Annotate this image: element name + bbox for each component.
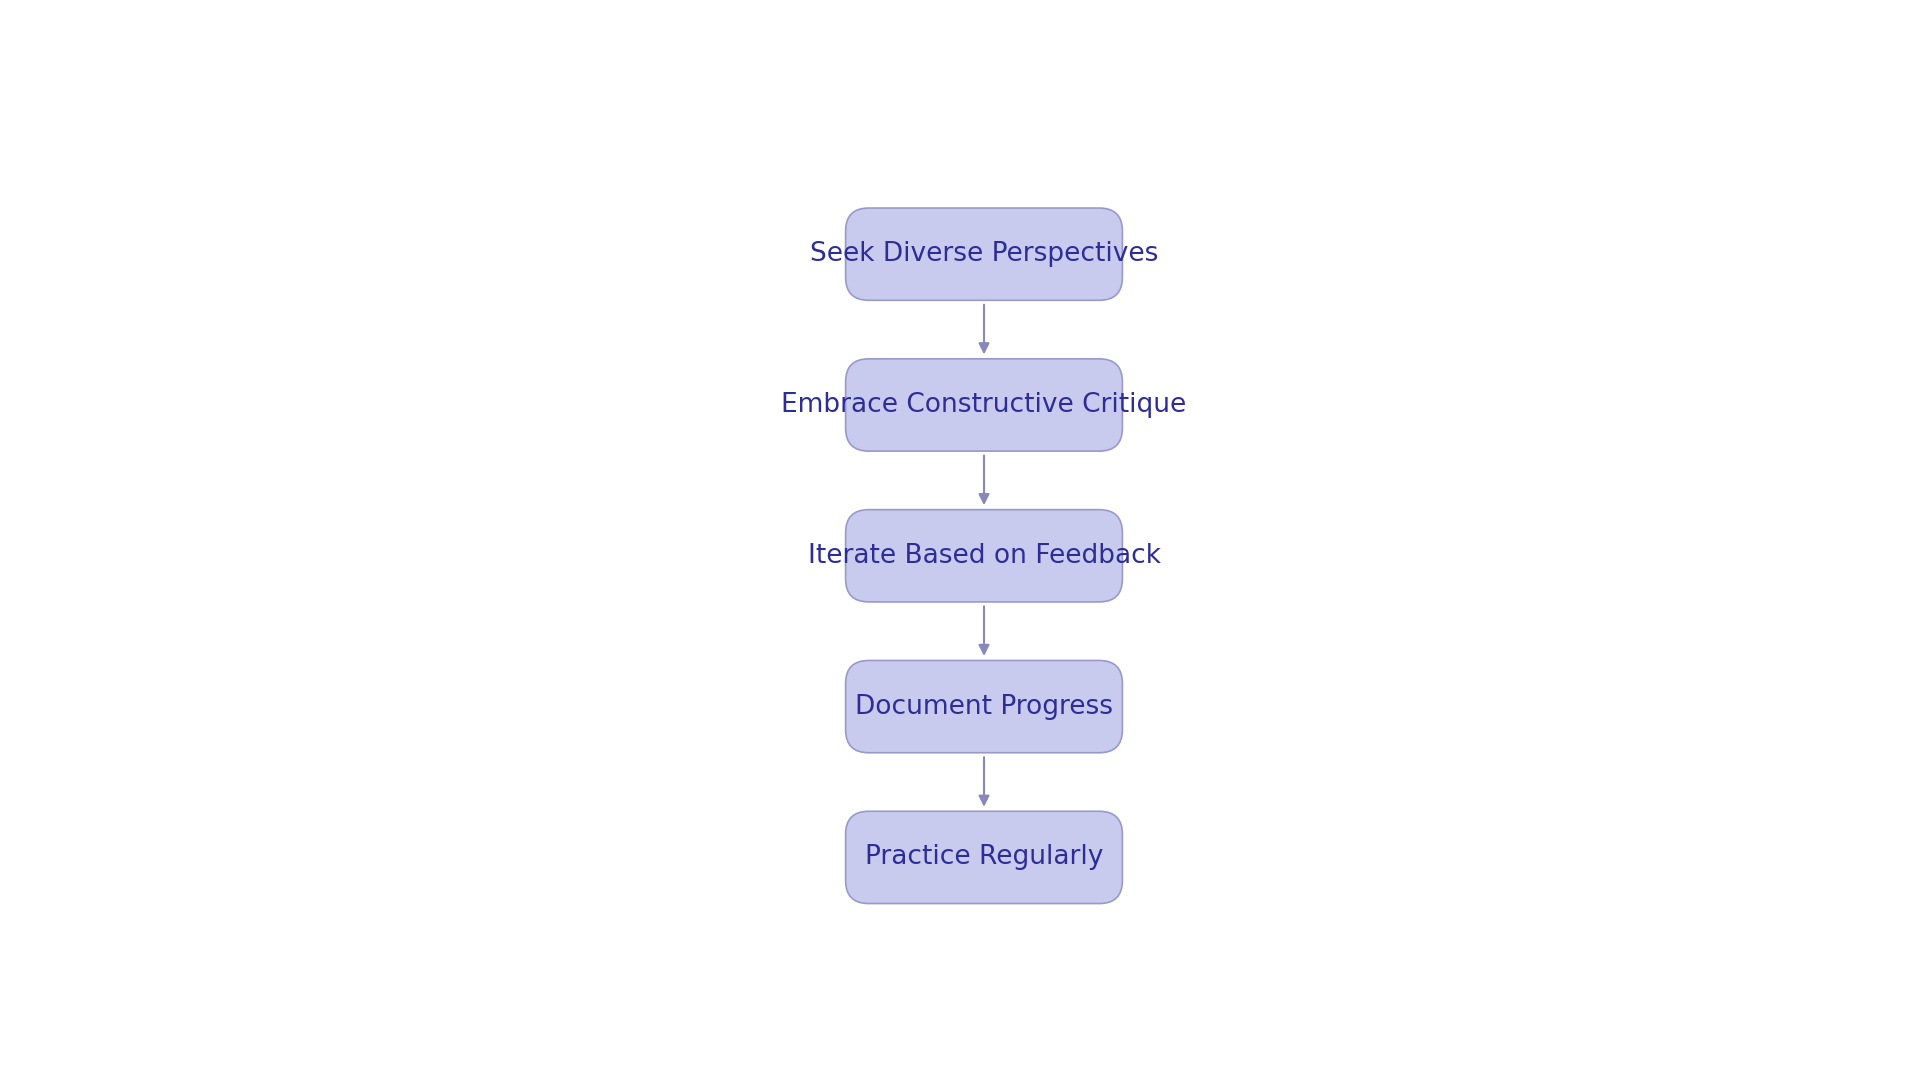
Text: Document Progress: Document Progress (854, 693, 1114, 719)
FancyBboxPatch shape (845, 208, 1123, 300)
Text: Seek Diverse Perspectives: Seek Diverse Perspectives (810, 242, 1158, 268)
Text: Embrace Constructive Critique: Embrace Constructive Critique (781, 392, 1187, 418)
FancyBboxPatch shape (845, 510, 1123, 602)
FancyBboxPatch shape (845, 661, 1123, 753)
Text: Iterate Based on Feedback: Iterate Based on Feedback (808, 543, 1160, 569)
FancyBboxPatch shape (845, 811, 1123, 903)
Text: Practice Regularly: Practice Regularly (864, 845, 1104, 871)
FancyBboxPatch shape (845, 358, 1123, 452)
